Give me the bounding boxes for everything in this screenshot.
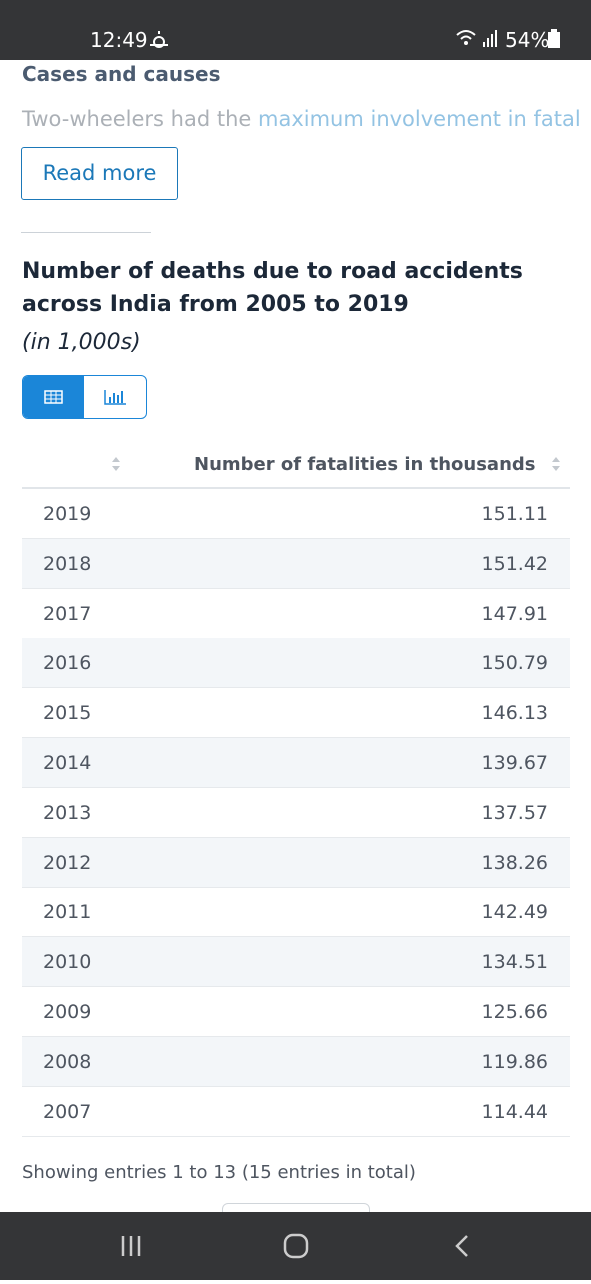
year-cell: 2018 [43,552,92,575]
table-row: 2017 147.91 [22,589,570,639]
weather-icon [150,31,168,48]
sort-icon[interactable] [110,455,122,473]
clock: 12:49 [90,28,148,52]
table-row: 2014 139.67 [22,738,570,788]
table-row: 2011 142.49 [22,887,570,938]
year-cell: 2019 [43,503,92,525]
table-row: 2019 151.11 [22,489,570,539]
table-view-button[interactable] [23,376,83,418]
year-cell: 2015 [43,702,92,725]
column-header: Number of fatalities in thousands [194,454,536,475]
table-row: 2009 125.66 [22,987,570,1037]
year-cell: 2011 [43,901,92,924]
nav-icons [121,1233,468,1259]
battery-percent: 54% [505,28,550,52]
table-row: 2007 114.44 [22,1087,570,1137]
battery-icon [548,29,560,48]
year-cell: 2013 [43,801,92,824]
table-row: 2008 119.86 [22,1036,570,1087]
navigation-bar [0,1212,591,1280]
value-cell: 151.11 [481,503,548,525]
table-footer: Showing entries 1 to 13 (15 entries in t… [22,1162,416,1183]
statistic-title: Number of deaths due to road accidents a… [22,259,523,317]
table-row: 2013 137.57 [22,788,570,838]
year-cell: 2007 [43,1100,92,1123]
table-icon [44,390,63,404]
table-row: 2018 151.42 [22,538,570,589]
value-cell: 134.51 [481,951,548,974]
statistic-subtitle: (in 1,000s) [22,330,141,355]
chart-icon [104,390,126,405]
table-row: 2015 146.13 [22,688,570,739]
value-cell: 147.91 [481,602,548,625]
table-row: 2012 138.26 [22,837,570,888]
year-cell: 2016 [43,652,92,675]
view-toggle [22,375,147,419]
year-cell: 2017 [43,602,92,625]
value-cell: 125.66 [481,1001,548,1023]
year-cell: 2010 [43,951,92,974]
section-heading: Cases and causes [22,62,221,86]
value-cell: 138.26 [481,851,548,874]
teaser-link[interactable]: maximum involvement in fatal [258,107,581,131]
read-more-button[interactable]: Read more [21,147,178,200]
value-cell: 142.49 [481,901,548,924]
value-cell: 119.86 [481,1050,548,1073]
signal-icons [456,30,497,47]
value-cell: 150.79 [481,652,548,675]
sort-icon[interactable] [550,455,562,473]
teaser: Two-wheelers had the maximum involvement… [22,107,581,131]
value-cell: 114.44 [481,1100,548,1123]
table-row: 2016 150.79 [22,638,570,689]
divider [21,232,151,233]
value-cell: 137.57 [481,801,548,824]
year-cell: 2008 [43,1050,92,1073]
value-cell: 151.42 [481,552,548,575]
value-cell: 146.13 [481,702,548,725]
year-cell: 2012 [43,851,92,874]
teaser-text: Two-wheelers had the [22,107,258,131]
table-header: Number of fatalities in thousands [22,440,570,489]
year-cell: 2014 [43,752,92,774]
table-row: 2010 134.51 [22,937,570,988]
chart-view-button[interactable] [83,376,146,418]
year-cell: 2009 [43,1001,92,1023]
value-cell: 139.67 [481,752,548,774]
status-bar: 12:49 54% [0,0,591,60]
